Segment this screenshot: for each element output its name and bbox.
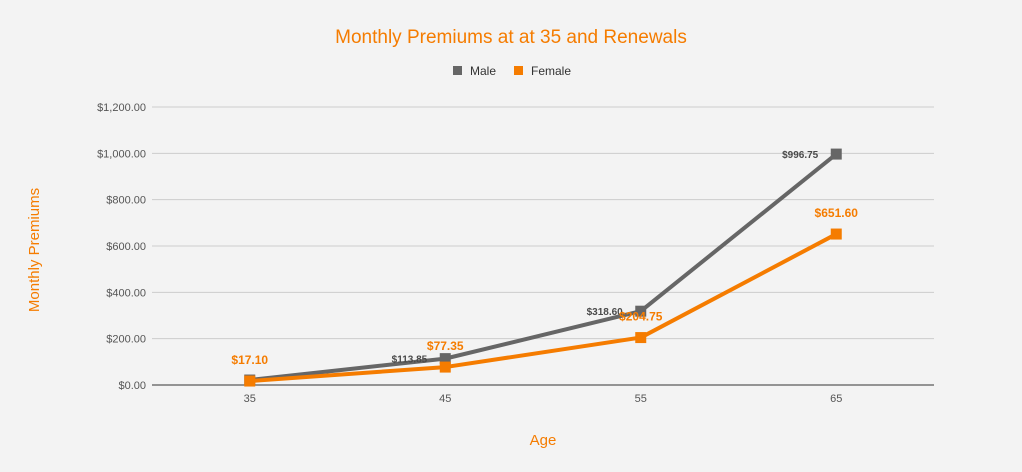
data-point-female <box>439 361 451 373</box>
data-label-male: $996.75 <box>782 150 819 161</box>
data-point-female <box>635 332 647 344</box>
legend-swatch-female <box>514 66 523 75</box>
series-layer <box>244 148 842 387</box>
legend: Male Female <box>453 64 571 78</box>
y-tick-label: $1,000.00 <box>97 148 146 160</box>
x-tick-label: 35 <box>244 393 256 405</box>
data-label-female: $17.10 <box>231 353 268 367</box>
data-label-female: $204.75 <box>619 310 663 324</box>
y-tick-label: $1,200.00 <box>97 102 146 114</box>
data-labels-layer: $113.85 $318.60 $996.75 $17.10 $77.35 $204.75… <box>231 150 858 367</box>
series-line-female <box>249 232 838 384</box>
legend-label-female: Female <box>531 64 571 78</box>
y-tick-label: $200.00 <box>106 334 146 346</box>
x-tick-label: 65 <box>830 393 842 405</box>
data-label-male: $318.60 <box>587 307 624 318</box>
gridlines <box>152 106 934 386</box>
data-label-female: $651.60 <box>815 206 859 220</box>
data-point-male <box>635 305 647 317</box>
y-tick-label: $0.00 <box>118 380 146 392</box>
legend-swatch-male <box>453 66 462 75</box>
x-axis-ticks: 35 45 55 65 <box>244 393 843 405</box>
y-tick-label: $600.00 <box>106 241 146 253</box>
y-tick-label: $400.00 <box>106 287 146 299</box>
y-tick-label: $800.00 <box>106 195 146 207</box>
data-label-female: $77.35 <box>427 339 464 353</box>
series-line-male <box>249 152 838 383</box>
y-axis-title: Monthly Premiums <box>26 188 43 312</box>
data-label-male: $113.85 <box>392 355 428 366</box>
data-point-male <box>439 353 451 365</box>
x-axis-title: Age <box>530 432 557 449</box>
data-point-female <box>830 228 842 240</box>
data-point-female <box>244 375 256 387</box>
chart-title: Monthly Premiums at at 35 and Renewals <box>335 27 687 48</box>
x-tick-label: 45 <box>439 393 451 405</box>
data-point-male <box>830 148 842 160</box>
y-axis-ticks: $0.00 $200.00 $400.00 $600.00 $800.00 $1,000.… <box>97 102 146 392</box>
legend-label-male: Male <box>470 64 496 78</box>
x-tick-label: 55 <box>635 393 647 405</box>
